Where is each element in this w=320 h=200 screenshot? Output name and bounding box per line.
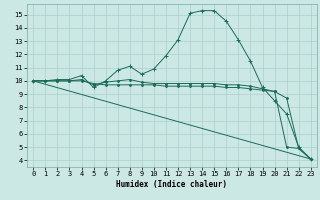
X-axis label: Humidex (Indice chaleur): Humidex (Indice chaleur) bbox=[116, 180, 228, 189]
